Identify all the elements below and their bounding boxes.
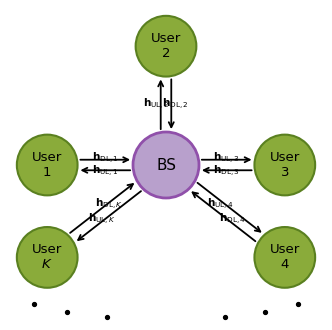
Text: $\mathbf{h}_{\mathrm{DL},2}$: $\mathbf{h}_{\mathrm{DL},2}$ <box>162 97 189 112</box>
Circle shape <box>136 16 196 77</box>
Text: User
2: User 2 <box>151 32 181 60</box>
Text: $\mathbf{h}_{\mathrm{DL},1}$: $\mathbf{h}_{\mathrm{DL},1}$ <box>92 151 119 166</box>
Text: User
1: User 1 <box>32 151 62 179</box>
Text: $\mathbf{h}_{\mathrm{DL},4}$: $\mathbf{h}_{\mathrm{DL},4}$ <box>219 212 246 227</box>
Text: $\mathbf{h}_{\mathrm{UL},K}$: $\mathbf{h}_{\mathrm{UL},K}$ <box>88 212 116 227</box>
Circle shape <box>254 135 315 195</box>
Text: $\mathbf{h}_{\mathrm{DL},K}$: $\mathbf{h}_{\mathrm{DL},K}$ <box>95 197 123 212</box>
Circle shape <box>17 135 78 195</box>
Text: User
$K$: User $K$ <box>32 244 62 271</box>
Text: User
4: User 4 <box>270 244 300 271</box>
Circle shape <box>133 132 199 198</box>
Circle shape <box>254 227 315 288</box>
Text: $\mathbf{h}_{\mathrm{UL},4}$: $\mathbf{h}_{\mathrm{UL},4}$ <box>207 197 234 212</box>
Text: $\mathbf{h}_{\mathrm{DL},3}$: $\mathbf{h}_{\mathrm{DL},3}$ <box>213 164 240 179</box>
Text: User
3: User 3 <box>270 151 300 179</box>
Text: BS: BS <box>156 157 176 173</box>
Text: $\mathbf{h}_{\mathrm{UL},2}$: $\mathbf{h}_{\mathrm{UL},2}$ <box>143 97 170 112</box>
Circle shape <box>17 227 78 288</box>
Text: $\mathbf{h}_{\mathrm{UL},3}$: $\mathbf{h}_{\mathrm{UL},3}$ <box>213 151 240 166</box>
Text: $\mathbf{h}_{\mathrm{UL},1}$: $\mathbf{h}_{\mathrm{UL},1}$ <box>92 164 119 179</box>
